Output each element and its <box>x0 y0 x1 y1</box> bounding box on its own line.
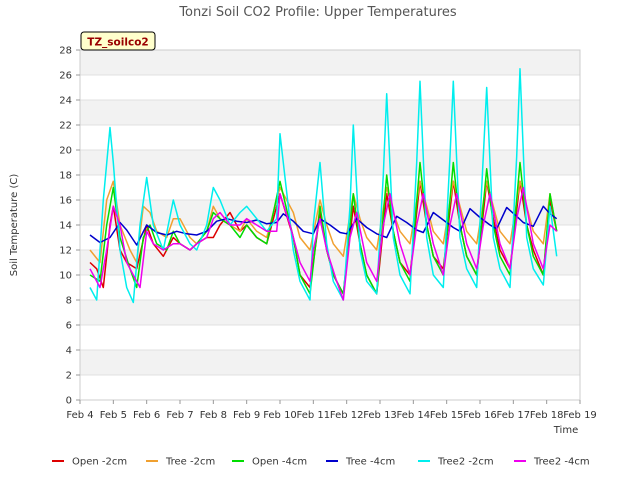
grid-band <box>80 150 580 175</box>
y-tick-label: 12 <box>59 246 72 257</box>
y-tick-label: 6 <box>66 321 72 332</box>
y-tick-label: 18 <box>59 171 72 182</box>
y-tick-label: 2 <box>66 371 72 382</box>
grid-band <box>80 300 580 325</box>
y-tick-label: 26 <box>59 71 72 82</box>
x-tick-label: Feb 19 <box>563 410 597 421</box>
x-tick-label: Feb 18 <box>530 410 564 421</box>
legend-label: Tree2 -4cm <box>533 457 590 468</box>
x-axis-ticks: Feb 4 Feb 5 Feb 6 Feb 7 Feb 8 Feb 9 Feb 10 Feb … <box>66 400 597 421</box>
annotation-box-bg <box>80 31 156 51</box>
y-tick-label: 14 <box>59 221 72 232</box>
x-tick-label: Feb 8 <box>200 410 227 421</box>
x-tick-label: Feb 11 <box>297 410 331 421</box>
series-line-tree2-4cm <box>89 186 558 301</box>
x-tick-label: Feb 5 <box>100 410 127 421</box>
x-tick-label: Feb 7 <box>166 410 193 421</box>
legend: Open -2cm Tree -2cm Open -4cm Tree -4cm Tree… <box>52 457 590 468</box>
grid-band <box>80 100 580 125</box>
x-tick-label: Feb 10 <box>263 410 297 421</box>
x-axis-label: Time <box>553 425 578 436</box>
x-tick-label: Feb 16 <box>463 410 497 421</box>
y-tick-label: 22 <box>59 121 72 132</box>
annotation-label: TZ_soilco2 <box>87 37 148 49</box>
legend-label: Tree2 -2cm <box>437 457 494 468</box>
x-tick-label: Feb 14 <box>397 410 431 421</box>
grid-band <box>80 50 580 75</box>
series-line-tree-4cm <box>89 205 558 246</box>
legend-label: Open -4cm <box>252 457 307 468</box>
y-tick-label: 0 <box>66 396 72 407</box>
annotation-box: TZ_soilco2 <box>80 31 156 51</box>
grid-bands <box>80 50 580 375</box>
x-tick-label: Feb 13 <box>363 410 397 421</box>
x-tick-label: Feb 4 <box>66 410 93 421</box>
x-tick-label: Feb 17 <box>497 410 531 421</box>
x-tick-label: Feb 9 <box>233 410 260 421</box>
grid-band <box>80 350 580 375</box>
y-tick-label: 8 <box>66 296 72 307</box>
y-tick-label: 20 <box>59 146 72 157</box>
chart-title: Tonzi Soil CO2 Profile: Upper Temperatur… <box>178 5 457 20</box>
x-tick-label: Feb 6 <box>133 410 160 421</box>
series-group <box>89 68 558 304</box>
x-tick-label: Feb 12 <box>330 410 364 421</box>
legend-label: Tree -4cm <box>345 457 395 468</box>
y-tick-label: 4 <box>66 346 72 357</box>
legend-label: Tree -2cm <box>165 457 215 468</box>
y-axis-label: Soil Temperature (C) <box>9 174 20 277</box>
y-tick-label: 16 <box>59 196 72 207</box>
y-tick-label: 24 <box>59 96 72 107</box>
y-tick-label: 10 <box>59 271 72 282</box>
x-tick-label: Feb 15 <box>430 410 464 421</box>
legend-label: Open -2cm <box>72 457 127 468</box>
y-tick-label: 28 <box>59 46 72 57</box>
series-line-tree2-2cm <box>89 68 558 304</box>
